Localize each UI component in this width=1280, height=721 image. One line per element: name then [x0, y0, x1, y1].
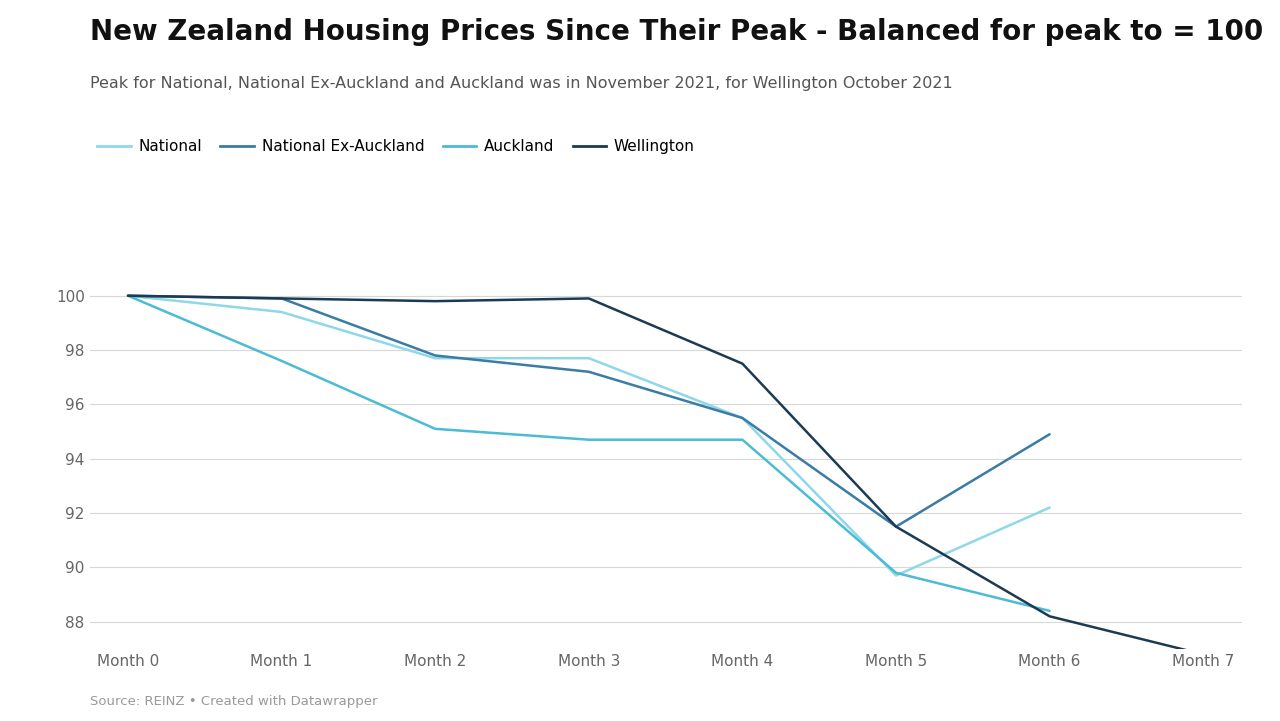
National Ex-Auckland [428, 351, 443, 360]
National Ex-Auckland [274, 294, 289, 303]
Auckland [888, 568, 904, 577]
Wellington [581, 294, 596, 303]
National Ex-Auckland [120, 291, 136, 300]
Wellington [120, 291, 136, 300]
National Ex-Auckland [1042, 430, 1057, 438]
National Ex-Auckland [735, 414, 750, 423]
Text: New Zealand Housing Prices Since Their Peak - Balanced for peak to = 100: New Zealand Housing Prices Since Their P… [90, 18, 1263, 46]
Wellington [274, 294, 289, 303]
Wellington [735, 359, 750, 368]
Auckland [274, 357, 289, 366]
National [120, 291, 136, 300]
National [888, 571, 904, 580]
Line: Wellington: Wellington [128, 296, 1203, 655]
Wellington [888, 522, 904, 531]
Legend: National, National Ex-Auckland, Auckland, Wellington: National, National Ex-Auckland, Auckland… [97, 139, 695, 154]
National [428, 354, 443, 363]
Line: National: National [128, 296, 1050, 575]
Wellington [428, 297, 443, 306]
Auckland [1042, 606, 1057, 615]
National Ex-Auckland [888, 522, 904, 531]
Wellington [1196, 650, 1211, 659]
Text: Peak for National, National Ex-Auckland and Auckland was in November 2021, for W: Peak for National, National Ex-Auckland … [90, 76, 952, 91]
Line: National Ex-Auckland: National Ex-Auckland [128, 296, 1050, 526]
National [581, 354, 596, 363]
Line: Auckland: Auckland [128, 296, 1050, 611]
National [274, 308, 289, 317]
National [1042, 503, 1057, 512]
Wellington [1042, 612, 1057, 621]
National Ex-Auckland [581, 368, 596, 376]
Auckland [120, 291, 136, 300]
Text: Source: REINZ • Created with Datawrapper: Source: REINZ • Created with Datawrapper [90, 695, 378, 708]
Auckland [428, 425, 443, 433]
Auckland [735, 435, 750, 444]
National [735, 414, 750, 423]
Auckland [581, 435, 596, 444]
